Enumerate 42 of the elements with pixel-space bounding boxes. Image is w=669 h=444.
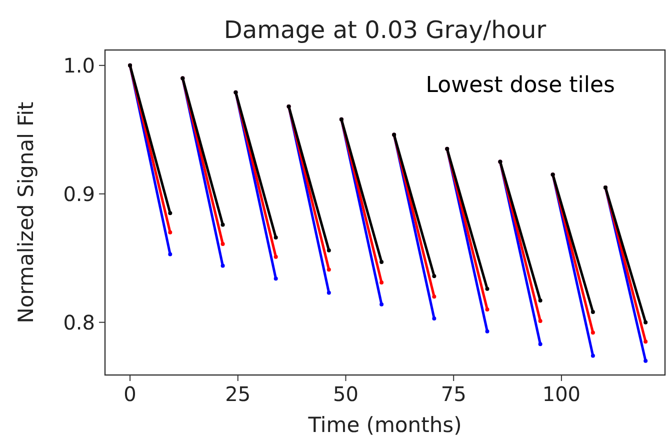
point (538, 319, 542, 324)
point (168, 211, 172, 216)
x-tick-label: 75 (440, 382, 466, 406)
point (326, 268, 331, 272)
y-tick-label: 0.8 (63, 310, 95, 334)
point (220, 242, 225, 246)
chart-title: Damage at 0.03 Gray/hour (224, 16, 546, 44)
point (380, 280, 384, 285)
point (538, 342, 542, 346)
point (274, 276, 278, 281)
point (485, 307, 490, 312)
point (432, 294, 436, 299)
point (432, 274, 436, 278)
point (380, 302, 384, 306)
point (644, 358, 648, 363)
point (485, 286, 490, 291)
x-tick-label: 100 (542, 382, 581, 406)
point (485, 329, 490, 334)
point (432, 316, 436, 320)
x-tick-label: 25 (225, 382, 251, 406)
point (590, 310, 595, 314)
point (274, 254, 278, 259)
point (644, 320, 648, 324)
point (590, 330, 595, 335)
point (220, 264, 225, 268)
y-tick-label: 0.9 (63, 182, 95, 206)
x-tick-label: 0 (124, 382, 136, 406)
y-axis-title: Normalized Signal Fit (14, 102, 38, 324)
point (326, 290, 331, 295)
annotation: Lowest dose tiles (426, 73, 615, 98)
point (168, 230, 172, 234)
point (644, 340, 648, 344)
point (168, 252, 172, 256)
y-tick-label: 1.0 (63, 53, 95, 78)
point (274, 236, 278, 240)
point (590, 354, 595, 358)
point (380, 260, 384, 264)
x-axis-title: Time (months) (307, 413, 462, 437)
point (326, 248, 331, 252)
point (220, 222, 225, 227)
x-tick-label: 50 (333, 382, 358, 406)
point (538, 298, 542, 302)
